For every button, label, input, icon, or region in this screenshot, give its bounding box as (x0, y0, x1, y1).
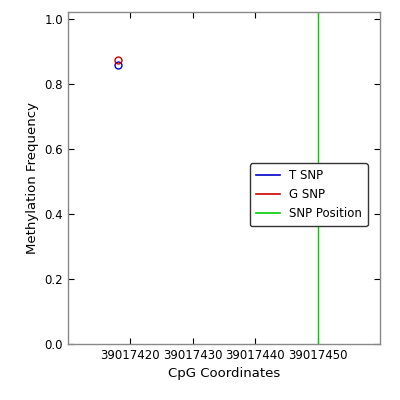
X-axis label: CpG Coordinates: CpG Coordinates (168, 368, 280, 380)
Y-axis label: Methylation Frequency: Methylation Frequency (26, 102, 39, 254)
Legend: T SNP, G SNP, SNP Position: T SNP, G SNP, SNP Position (250, 163, 368, 226)
